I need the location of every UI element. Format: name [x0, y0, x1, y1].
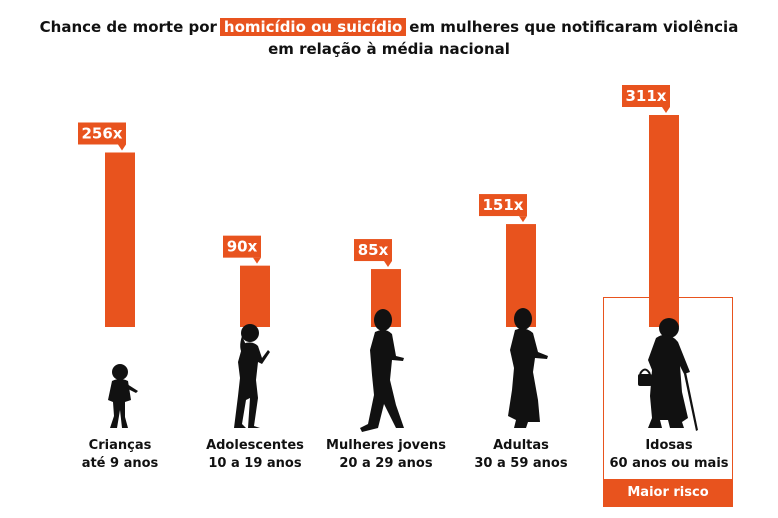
category-label-idosas: Idosas 60 anos ou mais [589, 437, 749, 473]
value-label-text: 151x [483, 196, 524, 214]
value-label-pointer [118, 144, 126, 151]
value-label-box [622, 85, 670, 107]
value-label-text: 311x [626, 87, 667, 105]
value-label-text: 90x [227, 238, 258, 256]
value-label-pointer [253, 257, 261, 264]
value-label: 256x [78, 122, 126, 151]
value-label: 311x [622, 85, 670, 113]
category-label-adolescentes: Adolescentes 10 a 19 anos [175, 437, 335, 473]
title-prefix: Chance de morte por [39, 18, 217, 36]
value-label-text: 256x [82, 124, 123, 142]
bar-adolescentes [240, 265, 270, 327]
adult-woman-silhouette-icon [508, 308, 548, 428]
category-label-adultas: Adultas 30 a 59 anos [441, 437, 601, 473]
value-label-pointer [519, 216, 527, 223]
category-range: até 9 anos [81, 456, 159, 471]
category-range: 60 anos ou mais [609, 456, 729, 471]
title-line-1: Chance de morte por homicídio ou suicídio… [0, 16, 778, 38]
teen-silhouette-icon [234, 324, 270, 428]
category-name: Crianças [88, 438, 152, 453]
title-line-2: em relação à média nacional [268, 40, 510, 58]
category-range: 20 a 29 anos [339, 456, 433, 471]
title-suffix: em mulheres que notificaram violência [409, 18, 739, 36]
young-woman-silhouette-icon [360, 309, 404, 432]
chart-title: Chance de morte por homicídio ou suicídio… [0, 16, 778, 60]
value-label-box [223, 235, 261, 258]
value-label-pointer [384, 261, 392, 268]
category-label-criancas: Crianças até 9 anos [40, 437, 200, 473]
value-label-text: 85x [358, 241, 389, 259]
category-range: 10 a 19 anos [208, 456, 302, 471]
value-label: 90x [223, 235, 261, 264]
value-label-pointer [662, 107, 670, 113]
elderly-woman-silhouette-icon [638, 318, 698, 431]
category-name: Idosas [645, 438, 693, 453]
title-highlight: homicídio ou suicídio [219, 18, 407, 36]
category-name: Mulheres jovens [326, 438, 446, 453]
bar-idosas [649, 115, 679, 327]
value-label-box [479, 194, 527, 217]
value-label-box [354, 239, 392, 262]
value-label-box [78, 122, 126, 145]
bar-crianças [105, 152, 135, 327]
child-silhouette-icon [108, 364, 138, 428]
category-name: Adolescentes [206, 438, 304, 453]
category-label-mulheres-jovens: Mulheres jovens 20 a 29 anos [306, 437, 466, 473]
category-range: 30 a 59 anos [474, 456, 568, 471]
highest-risk-badge: Maior risco [603, 479, 733, 507]
category-name: Adultas [493, 438, 549, 453]
value-label: 151x [479, 194, 527, 223]
value-label: 85x [354, 239, 392, 268]
